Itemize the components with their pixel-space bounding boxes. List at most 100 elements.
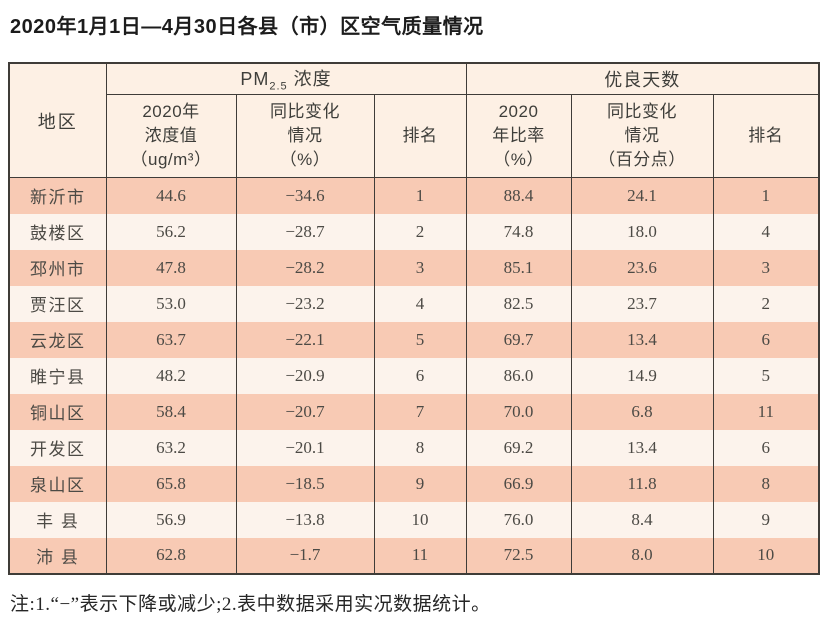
region-cell: 睢宁县 [8, 357, 107, 394]
table-row: 开发区 63.2 −20.1 8 69.2 13.4 6 [8, 429, 820, 466]
pm-value-cell: 58.4 [105, 393, 237, 430]
region-cell: 泉山区 [8, 465, 107, 502]
days-ratio-cell: 76.0 [465, 501, 572, 538]
pm-change-cell: −23.2 [235, 285, 375, 322]
pm-change-cell: −20.1 [235, 429, 375, 466]
header-sub-row: 2020年 浓度值 （ug/m³） 同比变化 情况 （%） 排名 2020 年比… [9, 94, 820, 178]
days-rank-cell: 4 [712, 213, 820, 250]
pm-change-cell: −1.7 [235, 537, 375, 574]
pm-value-cell: 47.8 [105, 249, 237, 286]
pm-rank-cell: 4 [373, 285, 467, 322]
pm-change-cell: −34.6 [235, 177, 375, 214]
pm25-label-subscript: 2.5 [269, 80, 288, 93]
days-rank-cell: 3 [712, 249, 820, 286]
region-cell: 贾汪区 [8, 285, 107, 322]
table-row: 丰 县 56.9 −13.8 10 76.0 8.4 9 [8, 501, 820, 538]
table-body: 新沂市 44.6 −34.6 1 88.4 24.1 1 鼓楼区 56.2 −2… [8, 177, 820, 574]
days-change-cell: 8.0 [570, 537, 714, 574]
pm-change-cell: −22.1 [235, 321, 375, 358]
days-change-cell: 24.1 [570, 177, 714, 214]
days-rank-cell: 1 [712, 177, 820, 214]
pm-rank-cell: 8 [373, 429, 467, 466]
days-ratio-cell: 74.8 [465, 213, 572, 250]
pm-rank-cell: 10 [373, 501, 467, 538]
days-change-cell: 13.4 [570, 429, 714, 466]
days-ratio-cell: 72.5 [465, 537, 572, 574]
footnote: 注:1.“−”表示下降或减少;2.表中数据采用实况数据统计。 [10, 593, 491, 615]
days-change-cell: 23.6 [570, 249, 714, 286]
region-cell: 铜山区 [8, 393, 107, 430]
days-rank-cell: 6 [712, 429, 820, 466]
days-change-cell: 13.4 [570, 321, 714, 358]
pm-change-cell: −20.7 [235, 393, 375, 430]
pm-value-cell: 63.7 [105, 321, 237, 358]
days-change-cell: 18.0 [570, 213, 714, 250]
days-change-cell: 6.8 [570, 393, 714, 430]
table-row: 邳州市 47.8 −28.2 3 85.1 23.6 3 [8, 249, 820, 286]
header-days-change: 同比变化 情况 （百分点） [570, 94, 714, 178]
pm25-label-prefix: PM [240, 69, 270, 90]
pm-value-cell: 63.2 [105, 429, 237, 466]
pm25-label-suffix: 浓度 [287, 69, 332, 90]
table-row: 鼓楼区 56.2 −28.7 2 74.8 18.0 4 [8, 213, 820, 250]
header-good-days-group: 优良天数 [465, 63, 820, 95]
pm-value-cell: 56.2 [105, 213, 237, 250]
pm-change-cell: −13.8 [235, 501, 375, 538]
pm-rank-cell: 5 [373, 321, 467, 358]
pm-rank-cell: 11 [373, 537, 467, 574]
region-cell: 开发区 [8, 429, 107, 466]
header-days-ratio: 2020 年比率 （%） [465, 94, 572, 178]
pm-value-cell: 62.8 [105, 537, 237, 574]
pm-rank-cell: 9 [373, 465, 467, 502]
pm-value-cell: 44.6 [105, 177, 237, 214]
pm-rank-cell: 1 [373, 177, 467, 214]
table-row: 铜山区 58.4 −20.7 7 70.0 6.8 11 [8, 393, 820, 430]
region-cell: 沛 县 [8, 537, 107, 574]
days-ratio-cell: 85.1 [465, 249, 572, 286]
days-change-cell: 11.8 [570, 465, 714, 502]
region-cell: 邳州市 [8, 249, 107, 286]
days-change-cell: 14.9 [570, 357, 714, 394]
table-row: 云龙区 63.7 −22.1 5 69.7 13.4 6 [8, 321, 820, 358]
days-rank-cell: 11 [712, 393, 820, 430]
table-row: 沛 县 62.8 −1.7 11 72.5 8.0 10 [8, 537, 820, 574]
days-ratio-cell: 66.9 [465, 465, 572, 502]
header-days-rank: 排名 [712, 94, 820, 178]
pm-rank-cell: 3 [373, 249, 467, 286]
pm-value-cell: 56.9 [105, 501, 237, 538]
days-ratio-cell: 70.0 [465, 393, 572, 430]
table-row: 泉山区 65.8 −18.5 9 66.9 11.8 8 [8, 465, 820, 502]
days-rank-cell: 8 [712, 465, 820, 502]
pm-change-cell: −18.5 [235, 465, 375, 502]
days-rank-cell: 6 [712, 321, 820, 358]
days-ratio-cell: 82.5 [465, 285, 572, 322]
pm-rank-cell: 6 [373, 357, 467, 394]
header-group-row: 地区 PM2.5 浓度 优良天数 [8, 63, 820, 178]
region-cell: 云龙区 [8, 321, 107, 358]
header-pm-rank: 排名 [373, 94, 467, 178]
region-cell: 新沂市 [8, 177, 107, 214]
pm-change-cell: −20.9 [235, 357, 375, 394]
days-ratio-cell: 69.7 [465, 321, 572, 358]
days-rank-cell: 2 [712, 285, 820, 322]
header-region: 地区 [8, 63, 107, 178]
header-pm-value: 2020年 浓度值 （ug/m³） [105, 94, 237, 178]
pm-value-cell: 53.0 [105, 285, 237, 322]
days-ratio-cell: 69.2 [465, 429, 572, 466]
pm-value-cell: 48.2 [105, 357, 237, 394]
region-cell: 鼓楼区 [8, 213, 107, 250]
days-rank-cell: 10 [712, 537, 820, 574]
days-rank-cell: 9 [712, 501, 820, 538]
table-row: 贾汪区 53.0 −23.2 4 82.5 23.7 2 [8, 285, 820, 322]
pm-change-cell: −28.7 [235, 213, 375, 250]
days-change-cell: 8.4 [570, 501, 714, 538]
days-change-cell: 23.7 [570, 285, 714, 322]
region-cell: 丰 县 [8, 501, 107, 538]
days-ratio-cell: 86.0 [465, 357, 572, 394]
table-header: 地区 PM2.5 浓度 优良天数 2020年 浓度值 （ug/m³） 同比变化 … [8, 63, 820, 178]
page-title: 2020年1月1日—4月30日各县（市）区空气质量情况 [10, 16, 484, 38]
header-pm25-group: PM2.5 浓度 [105, 63, 467, 95]
table-row: 睢宁县 48.2 −20.9 6 86.0 14.9 5 [8, 357, 820, 394]
days-rank-cell: 5 [712, 357, 820, 394]
